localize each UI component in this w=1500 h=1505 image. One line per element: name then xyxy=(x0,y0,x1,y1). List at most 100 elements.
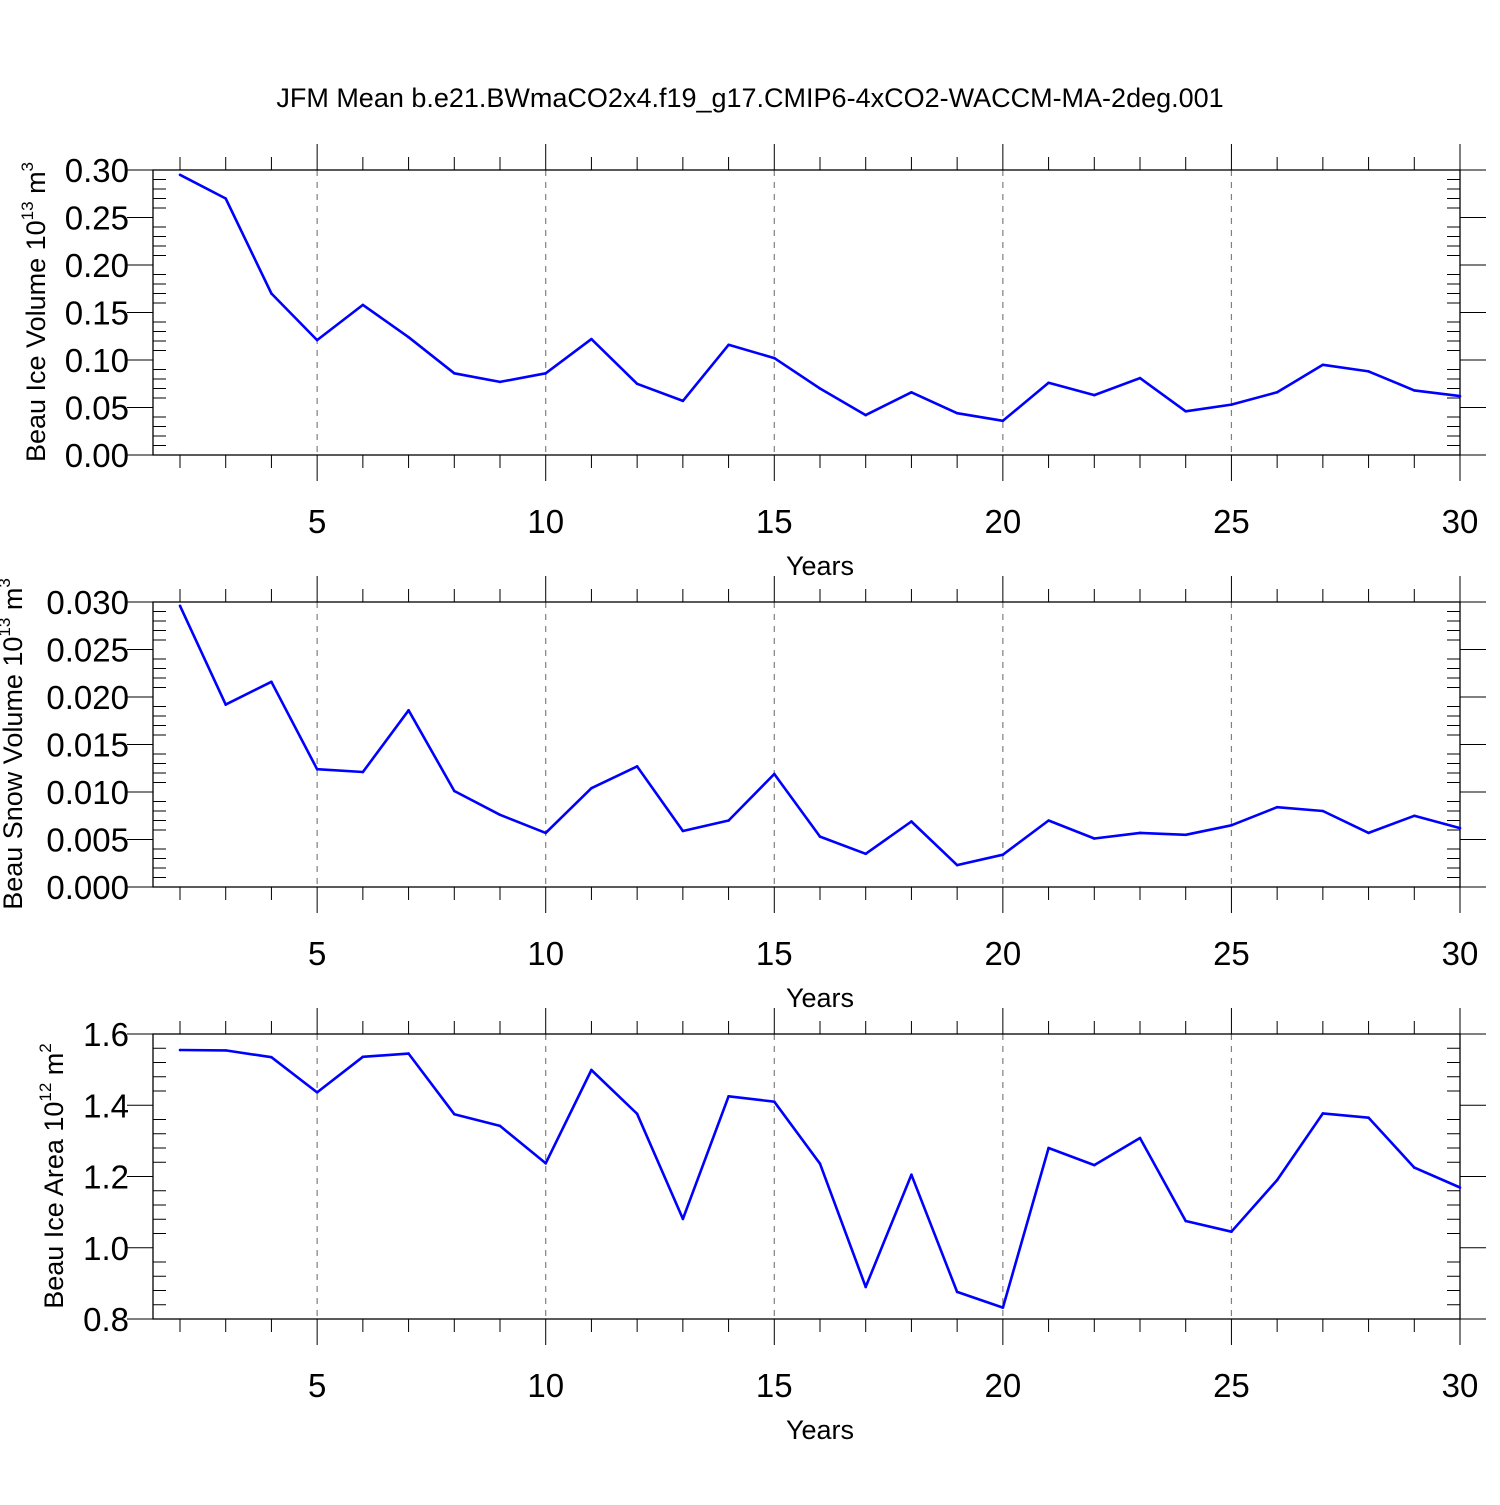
x-tick-label: 25 xyxy=(1213,503,1250,540)
x-tick-label: 5 xyxy=(308,935,326,972)
data-point xyxy=(1184,833,1188,837)
data-point xyxy=(498,1124,502,1128)
data-point xyxy=(178,173,182,177)
data-point xyxy=(772,772,776,776)
data-point xyxy=(1138,831,1142,835)
data-point xyxy=(1458,394,1462,398)
data-point xyxy=(727,819,730,822)
data-point xyxy=(1321,363,1325,367)
data-point xyxy=(1275,1178,1279,1182)
data-point xyxy=(590,1068,593,1072)
x-tick-label: 25 xyxy=(1213,1367,1250,1404)
data-point xyxy=(864,852,868,856)
series-line-1 xyxy=(178,605,1461,867)
y-tick-label: 0.030 xyxy=(46,584,129,621)
data-point xyxy=(1275,805,1279,809)
data-point xyxy=(315,767,319,771)
x-tick-label: 20 xyxy=(984,1367,1021,1404)
data-point xyxy=(407,709,410,712)
data-point xyxy=(1275,391,1279,394)
data-point xyxy=(1367,1116,1370,1120)
y-tick-label: 1.2 xyxy=(83,1159,129,1196)
y-tick-label: 0.020 xyxy=(46,679,129,716)
data-point xyxy=(1321,809,1325,813)
data-point xyxy=(955,411,959,415)
data-point xyxy=(910,1173,913,1177)
data-point xyxy=(1092,393,1096,397)
data-point xyxy=(1230,823,1233,827)
y-tick-label: 0.015 xyxy=(46,727,129,764)
x-axis-title: Years xyxy=(786,1415,854,1445)
data-point xyxy=(178,604,182,608)
data-point xyxy=(727,343,730,347)
data-point xyxy=(681,399,685,403)
data-point xyxy=(955,1290,959,1294)
y-axis-title: Beau Ice Area 1012 m2 xyxy=(36,1043,69,1309)
chart-title: JFM Mean b.e21.BWmaCO2x4.f19_g17.CMIP6-4… xyxy=(276,83,1223,113)
data-point xyxy=(1001,853,1005,856)
data-point xyxy=(681,829,685,833)
x-tick-label: 15 xyxy=(756,503,793,540)
data-point xyxy=(407,335,410,339)
y-tick-label: 0.15 xyxy=(65,295,129,332)
y-tick-label: 0.005 xyxy=(46,822,129,859)
data-point xyxy=(864,1285,868,1289)
x-tick-label: 10 xyxy=(527,935,564,972)
data-point xyxy=(361,770,365,774)
y-tick-label: 0.000 xyxy=(46,869,129,906)
data-point xyxy=(270,680,273,684)
data-point xyxy=(361,303,365,307)
chart-panel-1: 0.00 0.05 0.10 0.15 0.20 0.25 0.30 5 10 15 20 25 30 Y… xyxy=(18,144,1486,581)
data-point xyxy=(1367,370,1370,373)
data-point xyxy=(1047,819,1050,822)
x-tick-label: 20 xyxy=(984,935,1021,972)
data-point xyxy=(452,789,456,793)
data-point xyxy=(910,391,913,394)
data-point xyxy=(452,372,456,375)
y-tick-label: 0.05 xyxy=(65,390,129,427)
chart-panel-3: 0.8 1.0 1.2 1.4 1.6 5 10 15 20 25 30 Years Beau Ice … xyxy=(36,1008,1486,1445)
plot-frame xyxy=(152,1033,1461,1320)
data-point xyxy=(590,786,593,790)
data-point xyxy=(1047,381,1050,385)
data-point xyxy=(635,765,639,768)
series-line-1 xyxy=(179,173,1461,423)
x-tick-label: 10 xyxy=(527,1367,564,1404)
y-tick-label: 0.00 xyxy=(65,437,129,474)
data-point xyxy=(1412,1166,1416,1169)
data-point xyxy=(1367,831,1370,835)
plot-frame xyxy=(152,169,1461,456)
data-point xyxy=(544,372,548,375)
data-point xyxy=(270,292,273,295)
data-point xyxy=(727,1095,730,1098)
x-tick-label: 10 xyxy=(527,503,564,540)
y-axis-title: Beau Snow Volume 1013 m3 xyxy=(0,578,28,910)
data-point xyxy=(1001,419,1005,423)
data-point xyxy=(1138,1136,1142,1140)
data-point xyxy=(361,1055,365,1059)
data-point xyxy=(224,1049,228,1052)
data-point xyxy=(1047,1146,1050,1150)
x-tick-label: 30 xyxy=(1442,1367,1479,1404)
x-tick-label: 30 xyxy=(1442,503,1479,540)
data-point xyxy=(1138,376,1142,380)
data-point xyxy=(1458,1186,1462,1189)
x-tick-label: 25 xyxy=(1213,935,1250,972)
data-point xyxy=(590,337,593,341)
data-point xyxy=(818,387,822,390)
y-tick-label: 0.25 xyxy=(65,200,129,237)
y-tick-label: 0.8 xyxy=(83,1301,129,1338)
data-point xyxy=(178,1048,182,1052)
data-point xyxy=(315,1091,319,1094)
y-tick-label: 0.20 xyxy=(65,247,129,284)
data-point xyxy=(544,831,548,835)
x-axis-title: Years xyxy=(786,551,854,581)
data-point xyxy=(1230,1230,1233,1234)
data-point xyxy=(818,1162,822,1165)
chart-panel-2: 0.000 0.005 0.010 0.015 0.020 0.025 0.030 5 10 15… xyxy=(0,576,1486,1013)
y-axis-title: Beau Ice Volume 1013 m3 xyxy=(18,162,51,462)
data-point xyxy=(681,1217,685,1221)
data-point xyxy=(1230,403,1233,406)
x-tick-label: 15 xyxy=(756,935,793,972)
